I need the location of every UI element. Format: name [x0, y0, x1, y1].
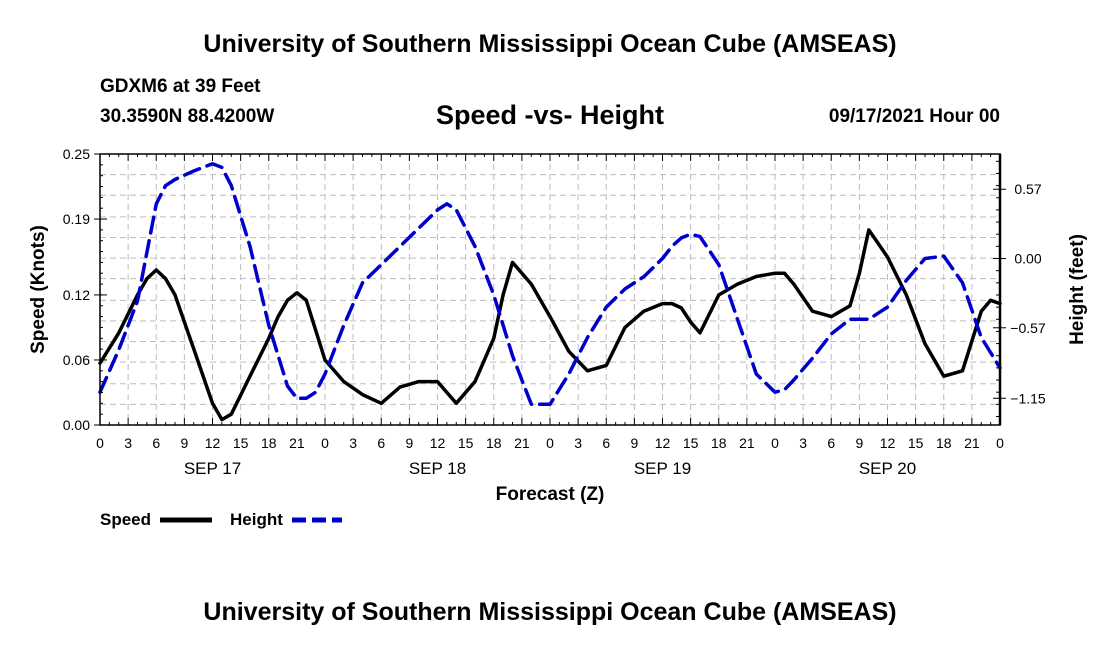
- legend: Speed Height: [100, 510, 342, 529]
- x-tick-label: 9: [405, 435, 413, 451]
- series-layer: [98, 161, 1002, 422]
- x-tick-label: 3: [349, 435, 357, 451]
- x-tick-label: 15: [683, 435, 699, 451]
- y-right-tick-label: −1.15: [1010, 390, 1046, 406]
- y-right-axis-title: Height (feet): [1067, 234, 1088, 345]
- legend-label-speed: Speed: [100, 510, 151, 529]
- x-tick-label: 0: [321, 435, 329, 451]
- y-right-tick-label: 0.57: [1014, 181, 1041, 197]
- x-tick-label: 3: [124, 435, 132, 451]
- x-tick-label: 12: [880, 435, 896, 451]
- y-left-tick-label: 0.06: [63, 352, 90, 368]
- x-tick-label: 21: [964, 435, 980, 451]
- day-label: SEP 20: [859, 459, 916, 478]
- station-label: GDXM6 at 39 Feet: [100, 76, 261, 97]
- series-line-speed: [98, 228, 1002, 422]
- x-tick-label: 9: [180, 435, 188, 451]
- legend-label-height: Height: [230, 510, 283, 529]
- x-tick-label: 9: [630, 435, 638, 451]
- y-left-tick-label: 0.12: [63, 287, 90, 303]
- axis-labels: 0 3 6 9 12 15 18 21 0 3 6 9 12 15 18 21 0 3 6 9 12 15 18 21 0 3 6 9…: [28, 146, 1088, 505]
- x-tick-label: 18: [261, 435, 277, 451]
- x-tick-label: 3: [799, 435, 807, 451]
- x-axis-title: Forecast (Z): [496, 484, 605, 505]
- x-tick-label: 18: [936, 435, 952, 451]
- x-tick-label: 12: [205, 435, 221, 451]
- x-tick-label: 18: [711, 435, 727, 451]
- x-tick-label: 21: [739, 435, 755, 451]
- x-tick-label: 0: [546, 435, 554, 451]
- series-line-height: [98, 161, 1002, 407]
- x-tick-label: 12: [430, 435, 446, 451]
- x-tick-label: 3: [574, 435, 582, 451]
- x-tick-label: 12: [655, 435, 671, 451]
- y-left-tick-label: 0.25: [63, 146, 90, 162]
- date-label: 09/17/2021 Hour 00: [828, 106, 1000, 127]
- x-tick-label: 9: [855, 435, 863, 451]
- x-tick-label: 21: [289, 435, 305, 451]
- y-left-tick-label: 0.00: [63, 417, 90, 433]
- x-tick-label: 0: [996, 435, 1004, 451]
- y-left-axis-title: Speed (Knots): [28, 225, 49, 354]
- x-tick-label: 6: [827, 435, 835, 451]
- chart-title: Speed -vs- Height: [435, 100, 665, 130]
- day-label: SEP 17: [184, 459, 241, 478]
- x-tick-label: 15: [908, 435, 924, 451]
- coordinates-label: 30.3590N 88.4200W: [100, 106, 275, 127]
- bottom-title: University of Southern Mississippi Ocean…: [203, 598, 897, 626]
- y-right-tick-label: 0.00: [1014, 251, 1041, 267]
- x-tick-label: 0: [96, 435, 104, 451]
- x-tick-label: 15: [233, 435, 249, 451]
- grid: [100, 154, 1000, 425]
- top-title: University of Southern Mississippi Ocean…: [203, 30, 897, 58]
- x-tick-label: 0: [771, 435, 779, 451]
- day-label: SEP 18: [409, 459, 466, 478]
- y-left-tick-label: 0.19: [63, 211, 90, 227]
- x-tick-label: 6: [377, 435, 385, 451]
- day-label: SEP 19: [634, 459, 691, 478]
- x-tick-label: 18: [486, 435, 502, 451]
- axes: [94, 153, 1006, 426]
- y-right-tick-label: −0.57: [1010, 320, 1046, 336]
- x-tick-label: 21: [514, 435, 530, 451]
- x-tick-label: 6: [602, 435, 610, 451]
- x-tick-label: 6: [152, 435, 160, 451]
- x-tick-label: 15: [458, 435, 474, 451]
